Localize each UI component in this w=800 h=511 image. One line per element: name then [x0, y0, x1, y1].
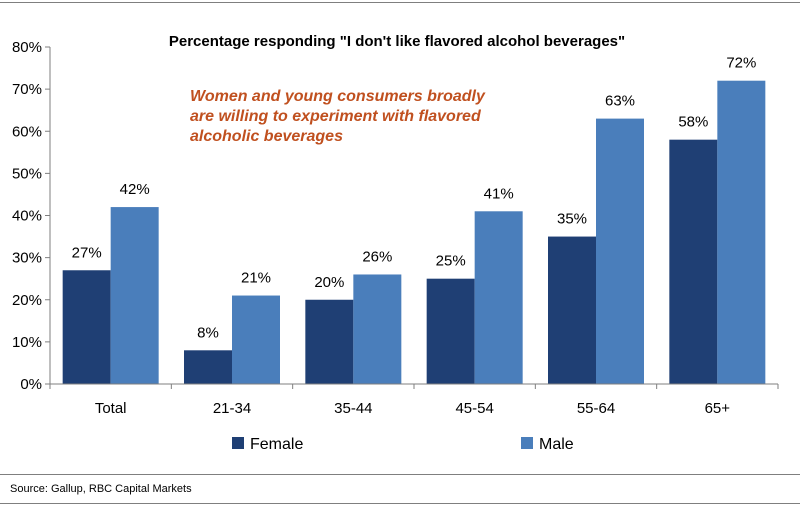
data-label-female: 58% [678, 114, 708, 131]
x-axis: Total 21-34 35-44 45-54 55-64 65+ [49, 383, 779, 417]
data-label-male: 21% [241, 270, 271, 287]
bar-female [184, 350, 232, 384]
chart-title: Percentage responding "I don't like flav… [169, 33, 625, 50]
annotation-line-3: alcoholic beverages [190, 128, 343, 145]
y-tick-label: 20% [12, 292, 42, 309]
bar-male [110, 207, 159, 384]
bar-male [232, 295, 280, 384]
legend-swatch-female [232, 437, 244, 449]
bar-male [596, 118, 644, 385]
source-note: Source: Gallup, RBC Capital Markets [10, 483, 192, 495]
x-tick-label: 65+ [705, 400, 731, 417]
y-tick-label: 80% [12, 39, 42, 56]
source-rule [0, 503, 800, 504]
data-label-female: 20% [314, 274, 344, 291]
y-tick-label: 0% [20, 376, 42, 393]
y-tick-label: 10% [12, 334, 42, 351]
y-tick-label: 50% [12, 165, 42, 182]
x-tick-label: 45-54 [455, 400, 493, 417]
legend-label-female: Female [250, 436, 303, 453]
bar-chart: Percentage responding "I don't like flav… [12, 33, 779, 453]
data-label-female: 8% [197, 324, 219, 341]
y-tick-label: 60% [12, 123, 42, 140]
bar-female [62, 270, 111, 384]
bar-male [353, 274, 402, 384]
y-axis: 0% 10% 20% 30% 40% 50% 60% 70% 80% [12, 39, 51, 393]
data-label-male: 72% [726, 55, 756, 72]
top-rule [0, 2, 800, 3]
data-label-female: 35% [557, 211, 587, 228]
data-label-male: 63% [605, 93, 635, 110]
x-tick-label: 21-34 [213, 400, 251, 417]
bars: 27% 8% 20% 25% 35% 58% 42% 21% 26% 41% 63% 72% [62, 55, 766, 385]
bar-male [717, 80, 766, 384]
annotation-line-1: Women and young consumers broadly [190, 88, 486, 105]
y-tick-label: 70% [12, 81, 42, 98]
y-tick-label: 30% [12, 250, 42, 267]
data-label-male: 41% [484, 185, 514, 202]
data-label-female: 27% [72, 244, 102, 261]
x-tick-label: 55-64 [577, 400, 615, 417]
y-tick-label: 40% [12, 208, 42, 225]
data-label-female: 25% [436, 253, 466, 270]
x-tick-label: Total [95, 400, 127, 417]
x-tick-label: 35-44 [334, 400, 372, 417]
bottom-rule [0, 474, 800, 475]
legend-swatch-male [521, 437, 533, 449]
legend: Female Male [232, 436, 574, 453]
bar-female [305, 299, 354, 384]
legend-label-male: Male [539, 436, 574, 453]
data-label-male: 26% [362, 248, 392, 265]
annotation-line-2: are willing to experiment with flavored [190, 108, 482, 125]
data-label-male: 42% [120, 181, 150, 198]
bar-female [548, 236, 596, 384]
bar-female [426, 278, 475, 384]
bar-male [474, 211, 523, 384]
bar-female [669, 139, 718, 384]
